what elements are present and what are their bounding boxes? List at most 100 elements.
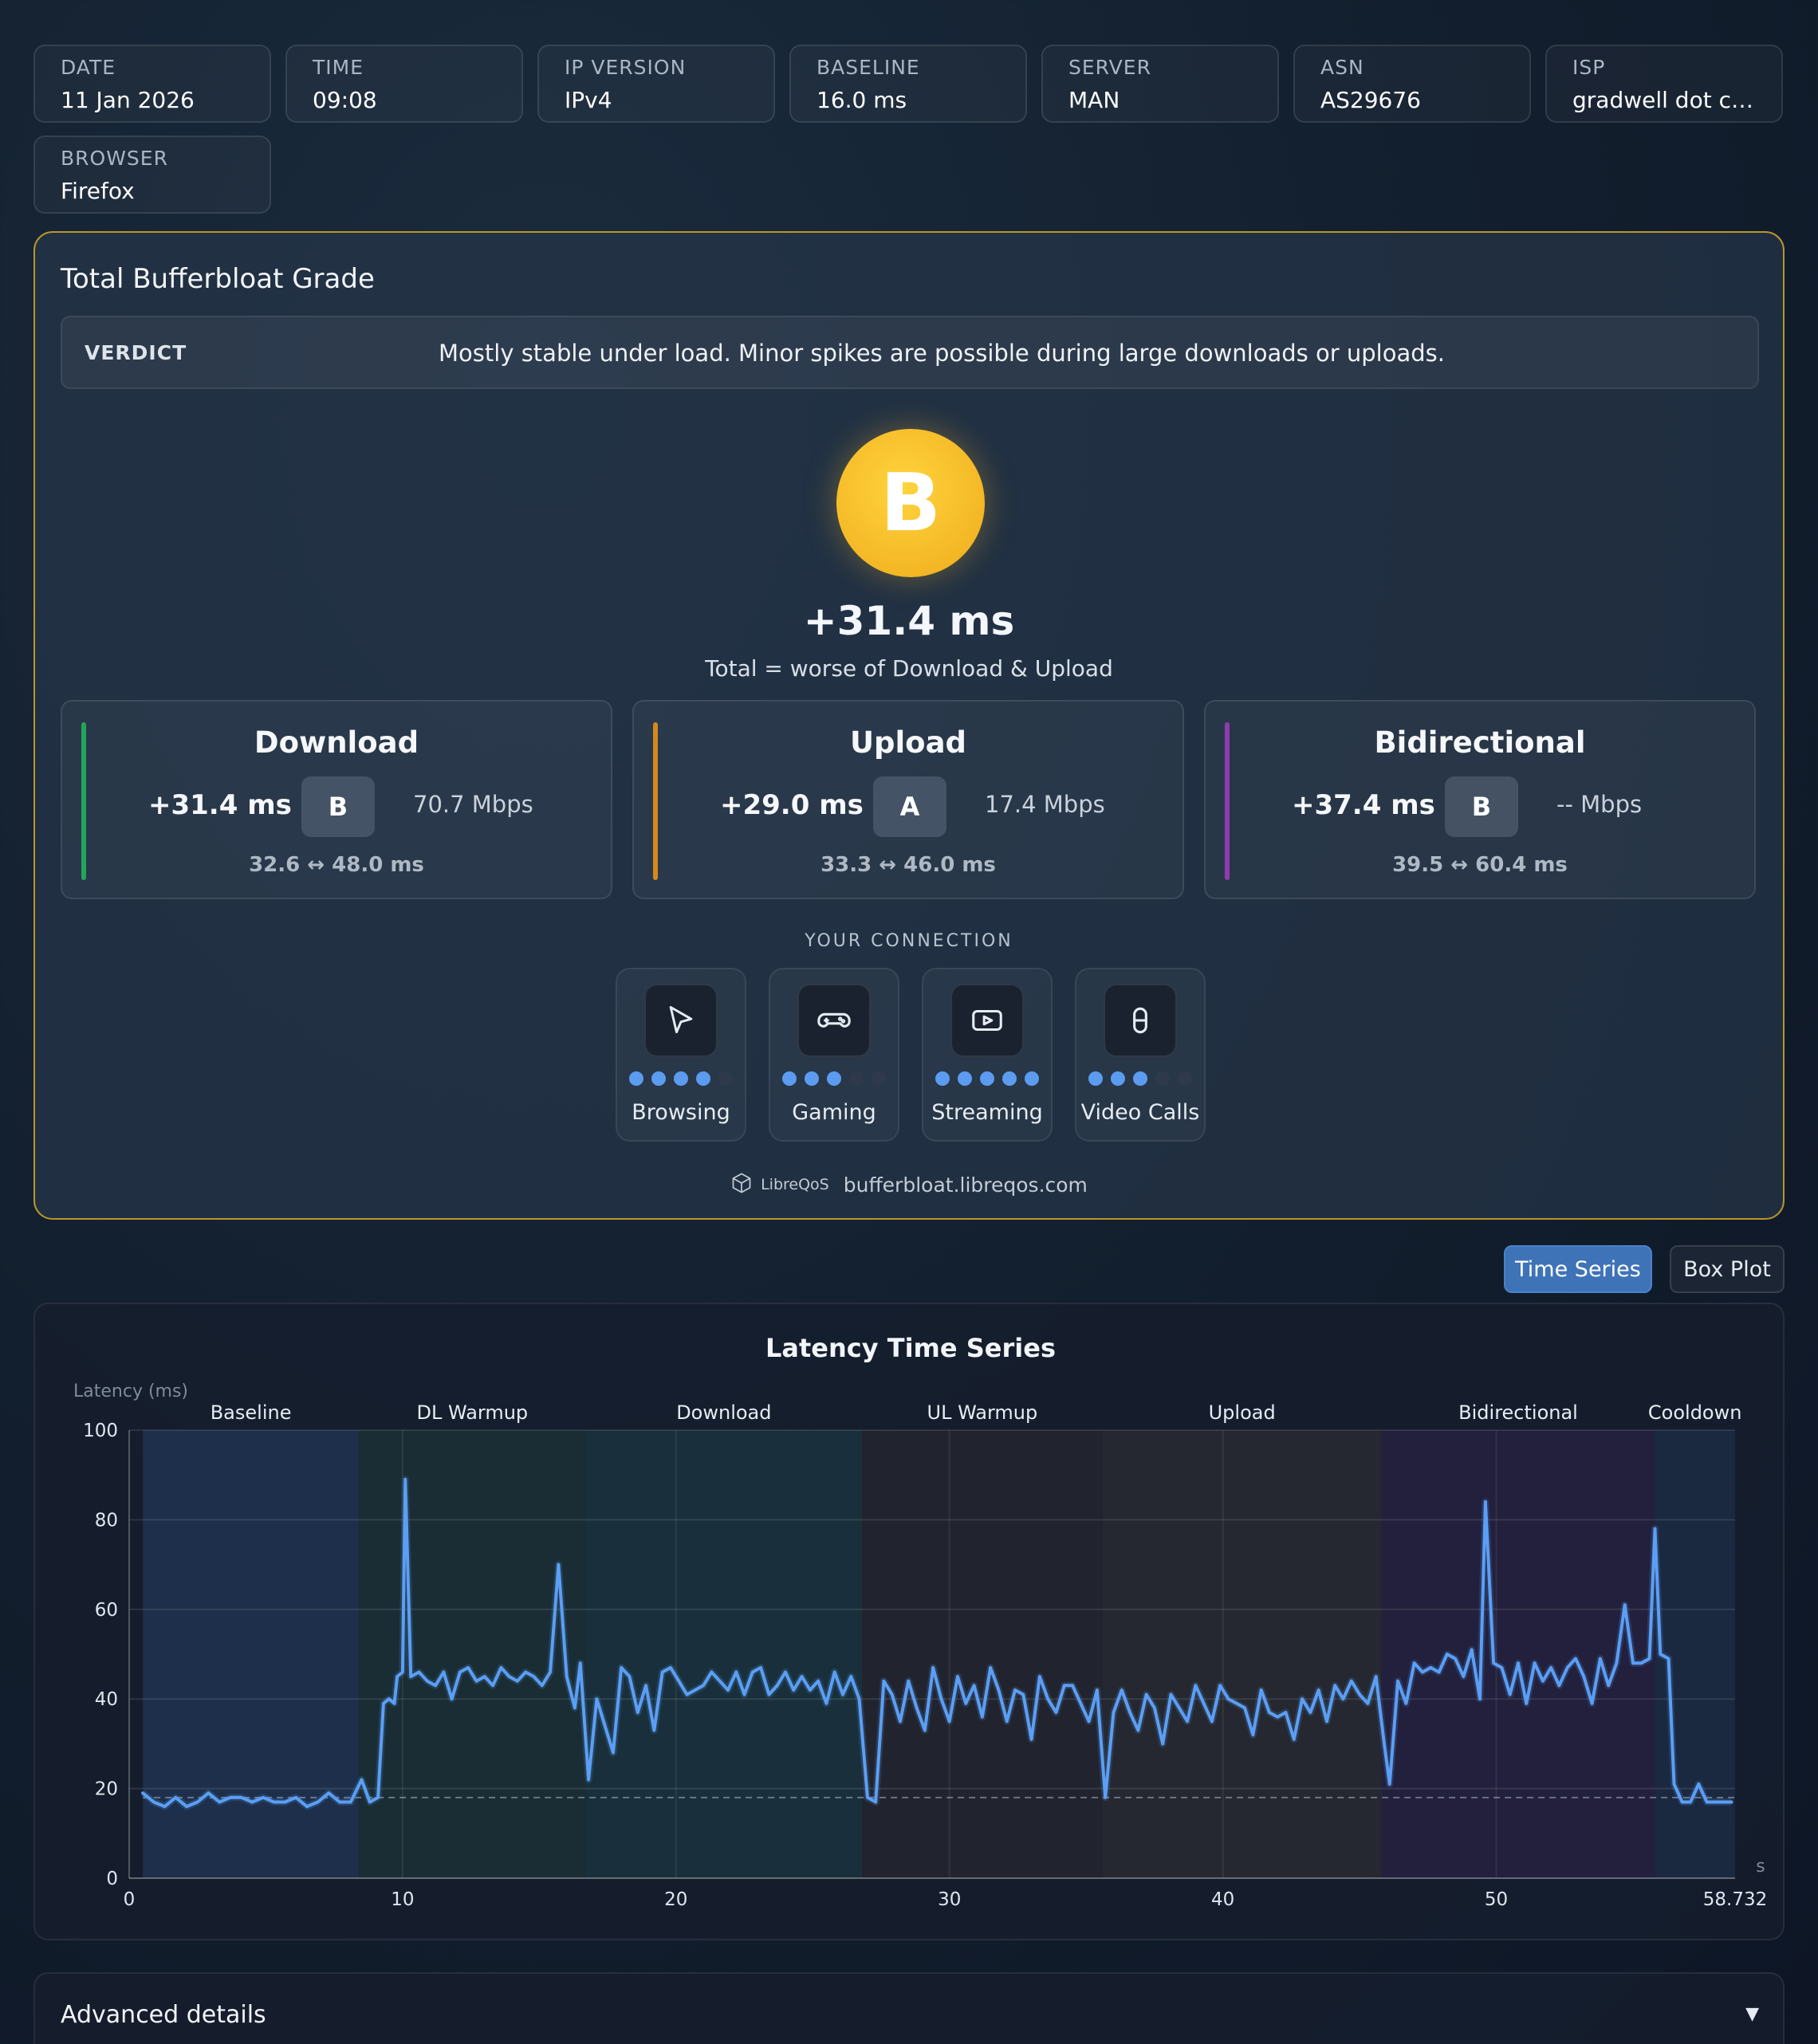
connection-score-dots — [1076, 1071, 1204, 1086]
metric-latency: +31.4 ms — [148, 789, 292, 821]
play-icon — [950, 984, 1024, 1057]
phase-label: UL Warmup — [927, 1401, 1038, 1424]
connection-name: Browsing — [632, 1100, 730, 1125]
x-tick-label: 30 — [938, 1889, 961, 1910]
info-card-date: DATE 11 Jan 2026 — [33, 45, 271, 123]
score-dot — [935, 1071, 950, 1086]
chart-title: Latency Time Series — [765, 1333, 1056, 1363]
phase-label: Cooldown — [1648, 1401, 1742, 1424]
score-dot — [872, 1071, 886, 1086]
x-tick-label: 0 — [124, 1889, 136, 1910]
info-label: BASELINE — [817, 56, 920, 79]
score-dot — [629, 1071, 643, 1086]
phase-bands — [143, 1430, 1735, 1878]
info-label: ISP — [1572, 56, 1606, 79]
microphone-icon — [1104, 984, 1177, 1057]
info-card-time: TIME 09:08 — [285, 45, 523, 123]
info-value: Firefox — [61, 178, 135, 204]
info-value: 09:08 — [313, 87, 377, 113]
metric-throughput: -- Mbps — [1556, 791, 1643, 818]
metric-latency: +29.0 ms — [720, 789, 864, 821]
metric-title: Upload — [849, 725, 967, 760]
connection-name: Video Calls — [1080, 1100, 1200, 1125]
info-card-ip-version: IP VERSION IPv4 — [537, 45, 775, 123]
metric-range: 39.5 ↔ 60.4 ms — [1392, 853, 1568, 877]
metric-grade-badge: A — [873, 776, 946, 837]
score-dot — [1002, 1071, 1017, 1086]
total-latency: +31.4 ms — [803, 598, 1015, 644]
info-value: IPv4 — [565, 87, 612, 113]
verdict-text: Mostly stable under load. Minor spikes a… — [439, 340, 1445, 367]
x-axis-label: s — [1756, 1857, 1765, 1877]
time-series-toggle[interactable]: Time Series — [1504, 1245, 1652, 1293]
phase-band — [359, 1430, 586, 1878]
metric-accent-bar — [1225, 722, 1230, 880]
phase-band — [143, 1430, 360, 1878]
y-axis-label: Latency (ms) — [73, 1382, 188, 1401]
metric-range: 32.6 ↔ 48.0 ms — [249, 853, 424, 877]
connection-score-dots — [617, 1071, 745, 1086]
y-tick-label: 40 — [95, 1689, 118, 1710]
connection-tile-browsing: Browsing — [616, 968, 746, 1142]
info-label: SERVER — [1068, 56, 1151, 79]
info-value: MAN — [1068, 87, 1120, 113]
connection-name: Streaming — [931, 1100, 1043, 1125]
advanced-details-toggle[interactable]: Advanced details ▼ — [33, 1972, 1785, 2044]
metric-accent-bar — [81, 722, 86, 880]
info-card-asn: ASN AS29676 — [1293, 45, 1531, 123]
connection-tile-gaming: Gaming — [769, 968, 899, 1142]
grade-panel-title: Total Bufferbloat Grade — [61, 263, 375, 295]
info-value: 11 Jan 2026 — [61, 87, 195, 113]
connection-score-dots — [770, 1071, 898, 1086]
metric-card-upload: Upload +29.0 ms A 17.4 Mbps 33.3 ↔ 46.0 … — [632, 700, 1184, 899]
connection-name: Gaming — [792, 1100, 876, 1125]
x-tick-label: 40 — [1211, 1889, 1234, 1910]
score-dot — [805, 1071, 819, 1086]
phase-band — [1102, 1430, 1382, 1878]
connection-tile-streaming: Streaming — [922, 968, 1053, 1142]
chevron-down-icon: ▼ — [1745, 2004, 1759, 2024]
verdict-box: VERDICT Mostly stable under load. Minor … — [61, 316, 1759, 389]
gamepad-icon — [797, 984, 871, 1057]
metric-range: 33.3 ↔ 46.0 ms — [820, 853, 996, 877]
score-dot — [1025, 1071, 1039, 1086]
score-dot — [1133, 1071, 1147, 1086]
phase-label: Baseline — [211, 1401, 292, 1424]
info-value: gradwell dot co... — [1572, 87, 1756, 113]
bufferbloat-grade-panel: Total Bufferbloat Grade VERDICT Mostly s… — [33, 231, 1785, 1220]
x-tick-label: 58.732 — [1703, 1889, 1767, 1910]
metric-card-download: Download +31.4 ms B 70.7 Mbps 32.6 ↔ 48.… — [61, 700, 612, 899]
total-grade-badge: B — [836, 429, 985, 577]
brand-name: LibreQoS — [761, 1176, 829, 1193]
info-value: AS29676 — [1320, 87, 1421, 113]
metric-title: Download — [254, 725, 419, 760]
advanced-details-label: Advanced details — [61, 2001, 266, 2029]
chart-labels: Baseline DL Warmup Download UL Warmup Upload… — [73, 1333, 1767, 1910]
metric-grade-badge: B — [301, 776, 375, 837]
phase-band — [585, 1430, 863, 1878]
score-dot — [1155, 1071, 1170, 1086]
metric-accent-bar — [653, 722, 658, 880]
score-dot — [1178, 1071, 1192, 1086]
metric-throughput: 70.7 Mbps — [413, 791, 533, 818]
score-dot — [1088, 1071, 1103, 1086]
info-card-isp: ISP gradwell dot co... — [1545, 45, 1783, 123]
brand-url[interactable]: bufferbloat.libreqos.com — [843, 1173, 1088, 1197]
phase-band — [862, 1430, 1103, 1878]
x-tick-label: 20 — [664, 1889, 687, 1910]
y-tick-label: 20 — [95, 1779, 118, 1800]
score-dot — [696, 1071, 710, 1086]
x-tick-label: 50 — [1485, 1889, 1508, 1910]
score-dot — [651, 1071, 666, 1086]
chart-grid — [128, 1429, 1735, 1879]
total-latency-caption: Total = worse of Download & Upload — [705, 655, 1113, 682]
score-dot — [718, 1071, 733, 1086]
phase-label: DL Warmup — [417, 1401, 529, 1424]
box-plot-toggle[interactable]: Box Plot — [1670, 1245, 1785, 1293]
phase-label: Download — [676, 1401, 771, 1424]
latency-chart-panel: Baseline DL Warmup Download UL Warmup Upload… — [33, 1303, 1785, 1940]
connection-heading: YOUR CONNECTION — [805, 931, 1013, 951]
phase-band — [1381, 1430, 1655, 1878]
score-dot — [674, 1071, 688, 1086]
metric-title: Bidirectional — [1374, 725, 1586, 760]
